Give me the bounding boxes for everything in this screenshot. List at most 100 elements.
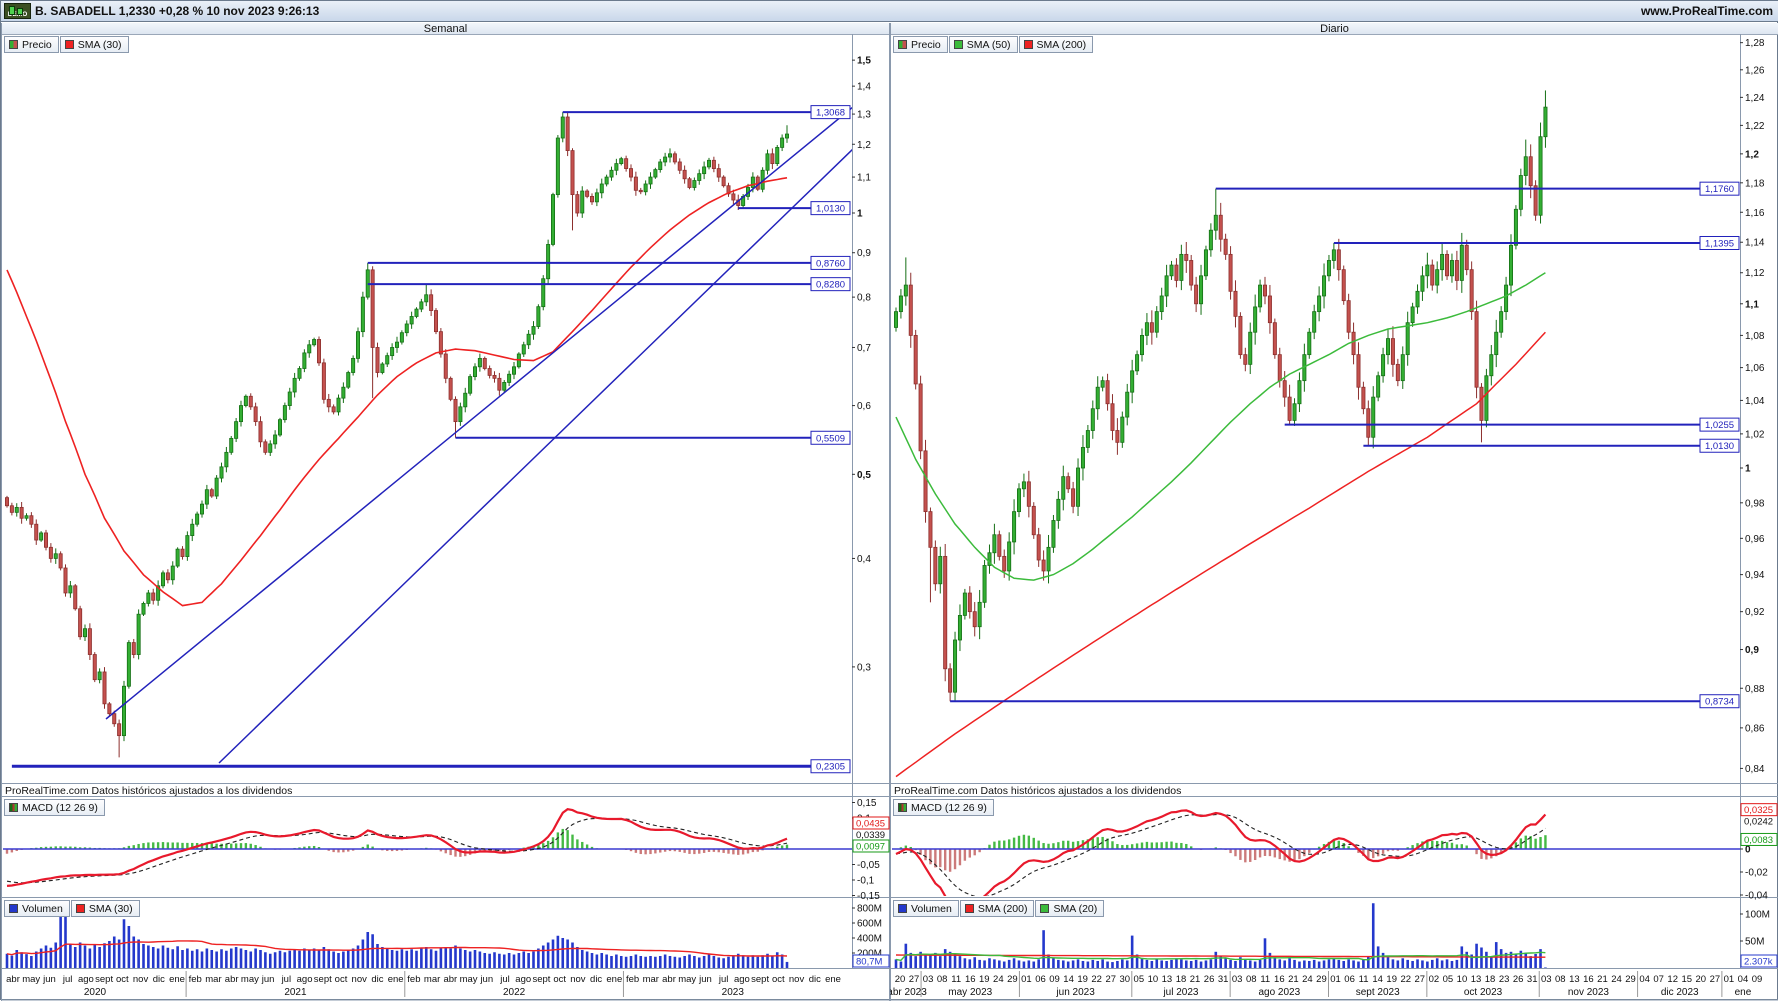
- svg-text:1,5: 1,5: [857, 56, 871, 67]
- svg-text:feb: feb: [189, 974, 202, 985]
- diario-volume-legend-volumen[interactable]: Volumen: [893, 900, 959, 917]
- svg-text:11: 11: [1260, 974, 1270, 985]
- svg-text:1,0130: 1,0130: [1705, 441, 1734, 452]
- legend-label: MACD (12 26 9): [22, 801, 98, 814]
- semanal-macd-badge-0: [852, 816, 890, 830]
- legend-label: SMA (50): [966, 38, 1011, 51]
- line-color-swatch-icon: [9, 904, 18, 913]
- svg-text:29: 29: [1007, 974, 1018, 985]
- svg-text:ene: ene: [388, 974, 404, 985]
- svg-text:0,0083: 0,0083: [1744, 835, 1773, 846]
- svg-text:mar: mar: [643, 974, 659, 985]
- semanal-trendline-0: [105, 106, 852, 720]
- diario-price-legend-sma-50[interactable]: SMA (50): [948, 36, 1018, 53]
- svg-text:abr: abr: [443, 974, 457, 985]
- legend-label: SMA (200): [1036, 38, 1087, 51]
- macd-histogram-icon: [898, 803, 907, 812]
- svg-text:1,1: 1,1: [857, 173, 871, 184]
- diario-macd-legend-macd-12-26-9[interactable]: MACD (12 26 9): [893, 799, 994, 816]
- semanal-level-label-2: [810, 255, 851, 270]
- macd-histogram-icon: [9, 803, 18, 812]
- svg-text:24: 24: [1302, 974, 1313, 985]
- svg-text:19: 19: [1386, 974, 1397, 985]
- svg-text:22: 22: [1400, 974, 1411, 985]
- semanal-price-levels[interactable]: 1,3068 1,0130 0,8760 0,8280 0,5509 0,2305: [11, 105, 853, 774]
- legend-label: MACD (12 26 9): [911, 801, 987, 814]
- svg-text:29: 29: [1316, 974, 1327, 985]
- svg-text:19: 19: [1077, 974, 1088, 985]
- semanal-price-legend-sma-30[interactable]: SMA (30): [59, 36, 129, 53]
- svg-text:2.307k: 2.307k: [1744, 957, 1773, 968]
- svg-text:dic: dic: [153, 974, 165, 985]
- svg-text:30: 30: [1119, 974, 1130, 985]
- diario-price-axis[interactable]: 1,28 1,26 1,24 1,22 1,2 1,18 1,16 1,14 1,12 1,1 1,…: [1740, 38, 1765, 775]
- svg-text:feb: feb: [626, 974, 639, 985]
- semanal-macd-badge-2: [852, 839, 890, 853]
- svg-text:abr: abr: [225, 974, 239, 985]
- diario-macd-legend: MACD (12 26 9): [893, 799, 995, 817]
- svg-text:0,5: 0,5: [857, 470, 871, 481]
- svg-text:ene: ene: [1735, 987, 1752, 998]
- svg-text:jun: jun: [42, 974, 56, 985]
- diario-volume-axis[interactable]: 100M 50M 2.307k: [1740, 910, 1778, 968]
- svg-text:09: 09: [1049, 974, 1060, 985]
- svg-text:07: 07: [1653, 974, 1664, 985]
- semanal-price-axis[interactable]: 1,5 1,4 1,3 1,2 1,1 1 0,9 0,8 0,7 0,6 0,5 0,4 0,3: [852, 56, 871, 674]
- svg-text:1,12: 1,12: [1745, 268, 1765, 279]
- svg-text:06: 06: [1035, 974, 1046, 985]
- semanal-chart-canvas[interactable]: 1,5 1,4 1,3 1,2 1,1 1 0,9 0,8 0,7 0,6 0,5 0,4 0,3 1,3…: [1, 23, 890, 1001]
- candle-style-icon: [9, 40, 18, 49]
- svg-text:may: may: [241, 974, 259, 985]
- svg-text:0,0339: 0,0339: [856, 830, 885, 841]
- line-color-swatch-icon: [953, 40, 963, 49]
- legend-label: SMA (30): [77, 38, 122, 51]
- svg-text:05: 05: [1134, 974, 1145, 985]
- semanal-macd-legend-macd-12-26-9[interactable]: MACD (12 26 9): [4, 799, 105, 816]
- diario-level-label-3: [1699, 438, 1740, 453]
- svg-text:0,8734: 0,8734: [1705, 697, 1734, 708]
- svg-text:-0,02: -0,02: [1745, 868, 1768, 879]
- svg-text:29: 29: [1625, 974, 1636, 985]
- svg-text:abr: abr: [662, 974, 676, 985]
- svg-text:1,0255: 1,0255: [1705, 420, 1734, 431]
- svg-text:06: 06: [1344, 974, 1355, 985]
- diario-price-legend-precio[interactable]: Precio: [893, 36, 948, 53]
- semanal-level-label-5: [810, 759, 851, 774]
- diario-volume-legend-sma-20[interactable]: SMA (20): [1035, 900, 1105, 917]
- svg-text:0,0097: 0,0097: [856, 841, 885, 852]
- demo-platform-icon: DEMO: [4, 3, 31, 19]
- svg-text:sept: sept: [751, 974, 769, 985]
- svg-text:oct: oct: [116, 974, 129, 985]
- svg-text:05: 05: [1443, 974, 1454, 985]
- diario-price-legend-sma-200[interactable]: SMA (200): [1018, 36, 1094, 53]
- diario-date-axis[interactable]: 20 27 03 08 11 16 19 24 29 01 06 09 14 19 22 27 30 05 10 13…: [890, 971, 1762, 998]
- svg-text:0,2305: 0,2305: [816, 762, 845, 773]
- svg-text:1: 1: [857, 209, 863, 220]
- diario-sma-line-0: [895, 272, 1546, 581]
- semanal-volume-legend-volumen[interactable]: Volumen: [4, 900, 70, 917]
- semanal-volume-legend-sma-30[interactable]: SMA (30): [70, 900, 140, 917]
- prorealtime-site-link[interactable]: www.ProRealTime.com: [1640, 4, 1773, 18]
- svg-text:ene: ene: [606, 974, 622, 985]
- svg-text:nov: nov: [352, 974, 368, 985]
- diario-chart-canvas[interactable]: 1,28 1,26 1,24 1,22 1,2 1,18 1,16 1,14 1,12 1,1 1,…: [890, 23, 1778, 1001]
- diario-macd-pane: [892, 809, 1740, 896]
- diario-volume-legend-sma-200[interactable]: SMA (200): [959, 900, 1035, 917]
- diario-price-levels[interactable]: 1,1760 1,1395 1,0255 1,0130 0,8734: [950, 181, 1740, 709]
- svg-text:-0,04: -0,04: [1745, 891, 1768, 902]
- semanal-sma-line-0: [6, 177, 788, 607]
- diario-volume-badge: [1740, 954, 1778, 968]
- svg-text:0,96: 0,96: [1745, 534, 1765, 545]
- svg-text:ago: ago: [297, 974, 313, 985]
- legend-label: SMA (30): [88, 902, 133, 915]
- svg-text:1,14: 1,14: [1745, 238, 1765, 249]
- svg-text:2022: 2022: [503, 987, 526, 998]
- semanal-date-axis[interactable]: abr may jun jul ago sept oct nov dic ene feb mar abr…: [6, 971, 841, 998]
- svg-text:600M: 600M: [857, 919, 882, 930]
- semanal-price-legend-precio[interactable]: Precio: [4, 36, 59, 53]
- instrument-quote-title: B. SABADELL 1,2330 +0,28 % 10 nov 2023 9…: [35, 4, 320, 18]
